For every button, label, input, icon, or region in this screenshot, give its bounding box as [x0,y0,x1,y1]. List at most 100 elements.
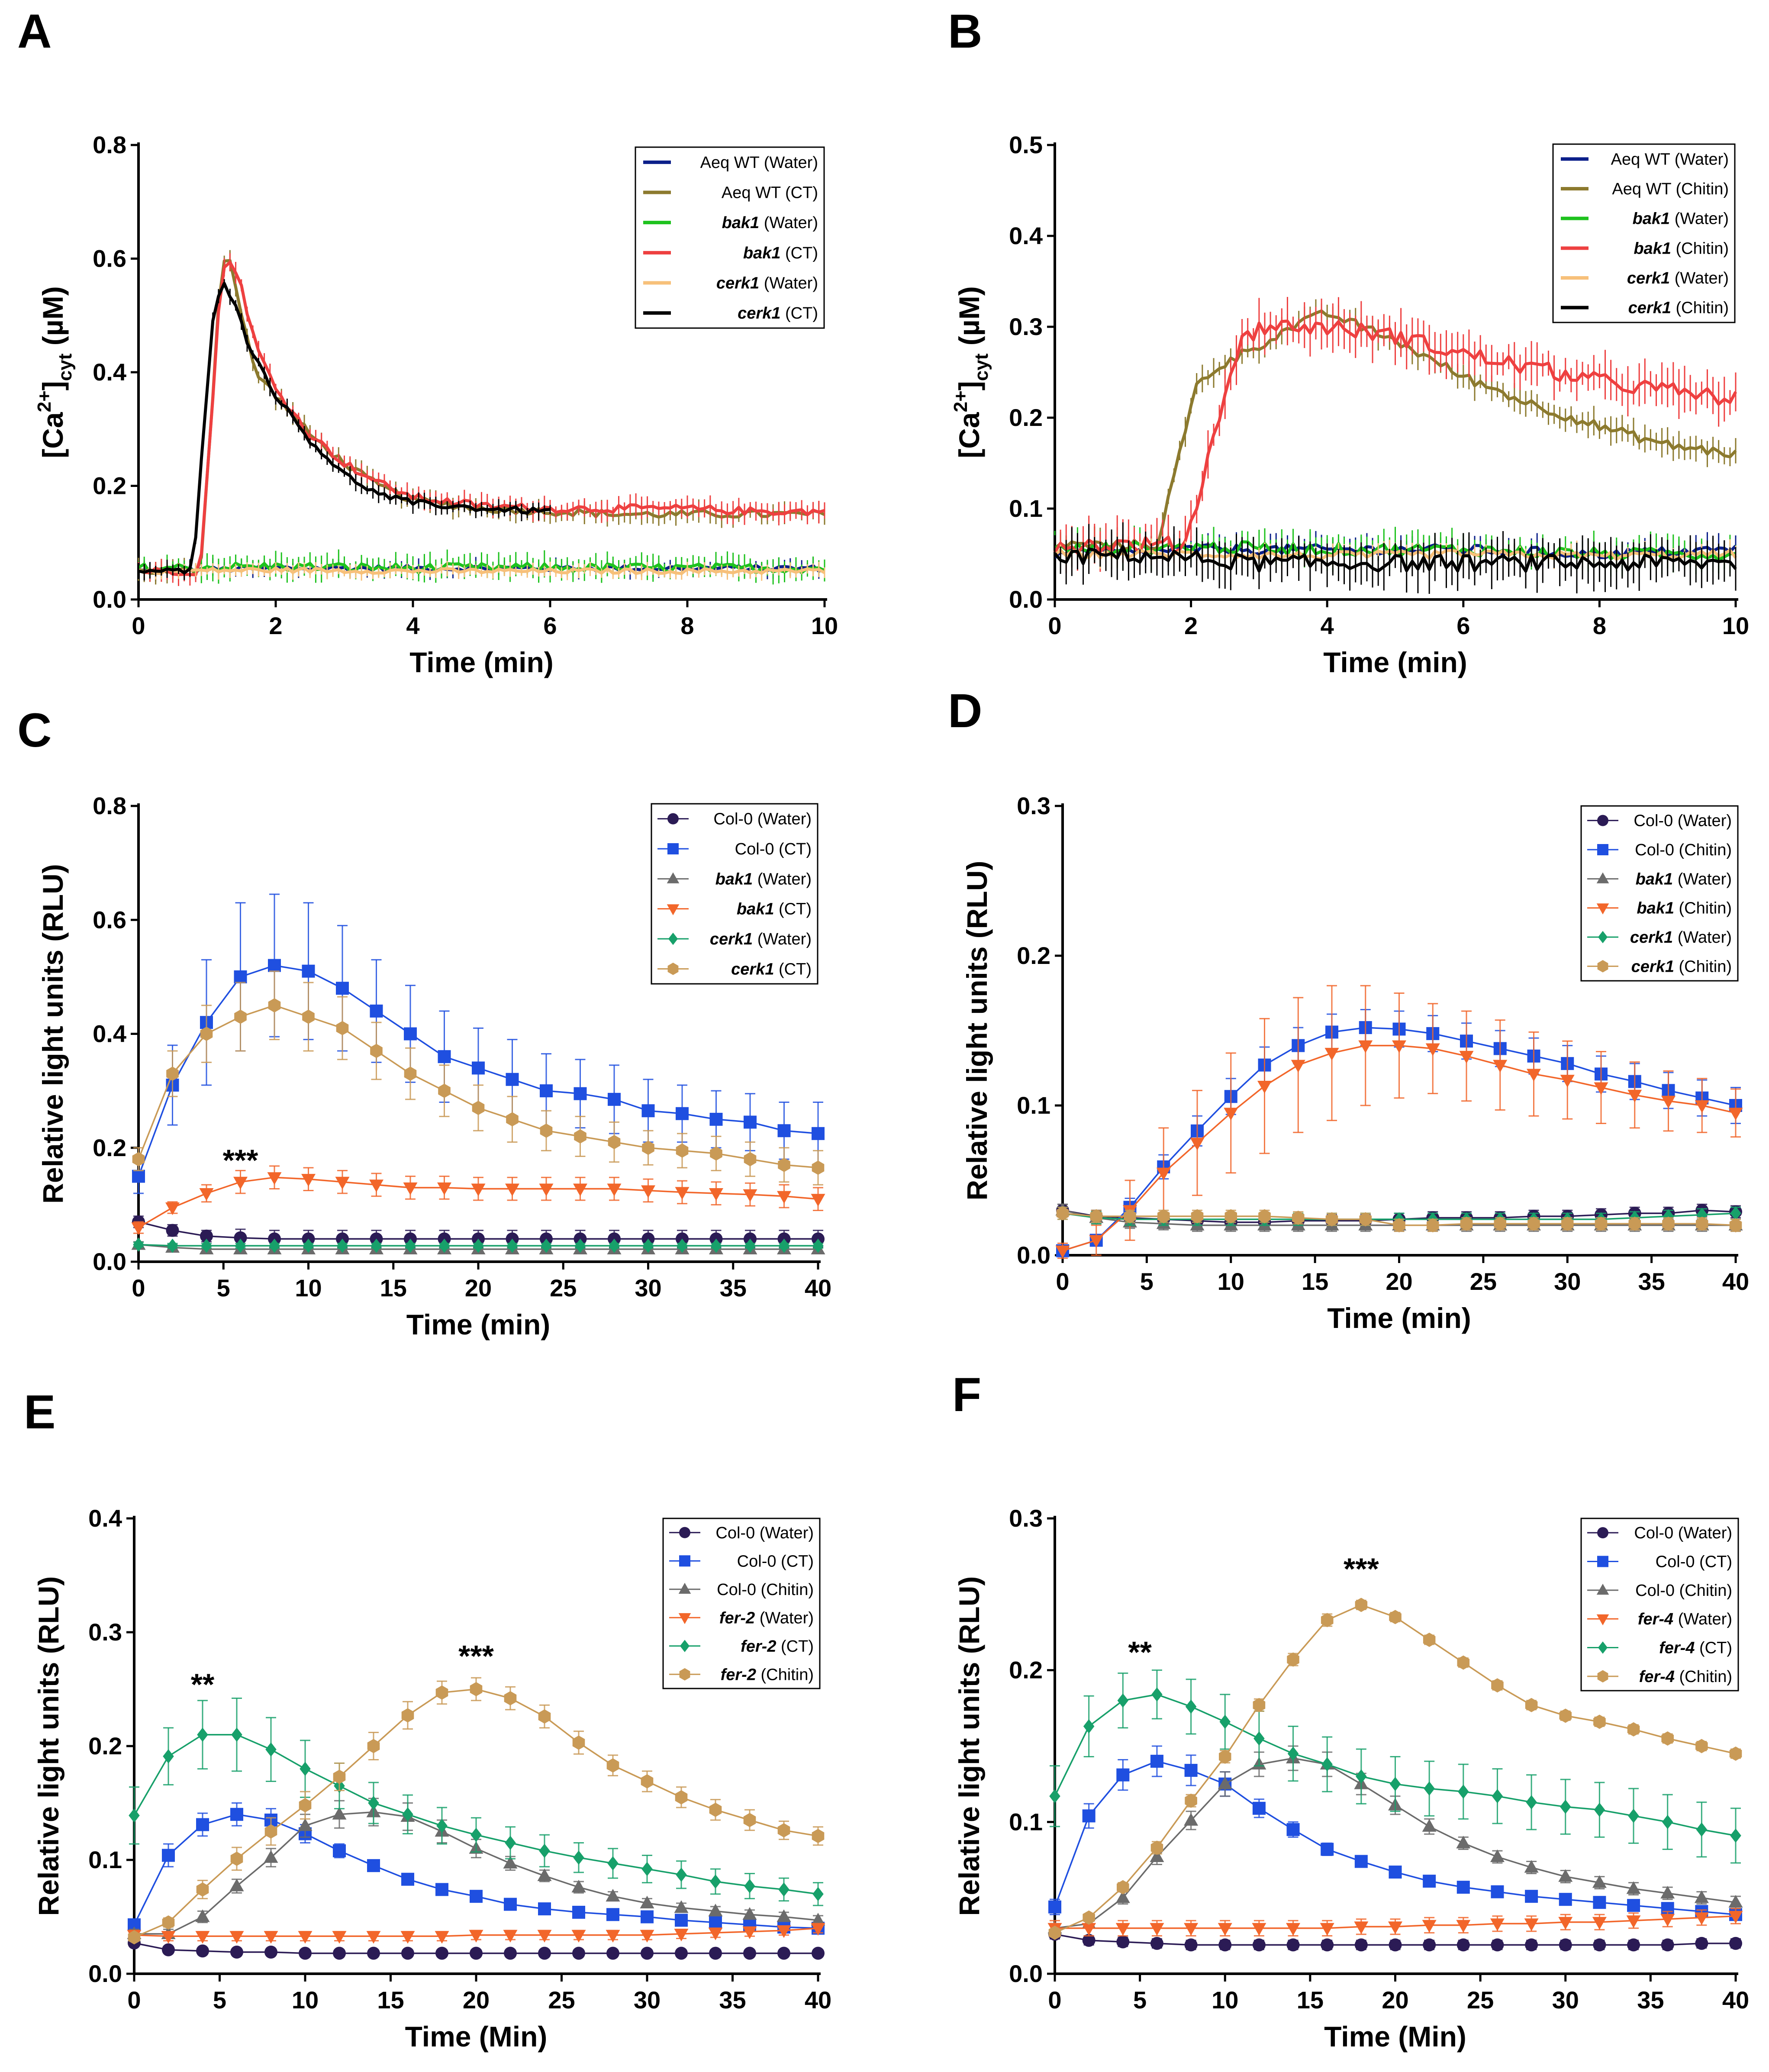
legend-label: fer-2 (Chitin) [721,1666,814,1684]
chart-a: 0.0 0.2 0.4 0.6 0.8 0 2 4 6 8 10 Time (min) [Ca2+]cy… [34,131,838,678]
data-point [641,1946,654,1960]
y-tick-label: 0.4 [88,1505,122,1532]
legend-label: Col-0 (CT) [735,840,812,858]
panel-letter-a: A [17,5,52,58]
data-point [674,1928,689,1942]
data-point [298,1931,313,1944]
data-point [607,1183,622,1196]
legend-label: Col-0 (Water) [713,810,812,828]
data-point [403,1182,418,1196]
legend-label: Col-0 (CT) [737,1552,814,1570]
y-axis-label: [Ca2+]cyt (µM) [34,286,76,458]
x-tick-label: 8 [1593,612,1606,639]
data-point [1049,1789,1060,1804]
y-tick-label: 0.0 [93,1248,126,1275]
panel-letter-c: C [17,704,52,757]
data-point [1389,1610,1402,1624]
data-point [1559,1938,1572,1952]
legend-item: cerk1 (Water) [1587,928,1732,947]
series-cerk1-chitin [1054,522,1737,594]
data-point [1593,1896,1606,1909]
legend-marker [679,1527,690,1538]
data-point [743,1946,756,1960]
x-tick-label: 5 [217,1274,230,1302]
data-point [641,1185,655,1198]
y-axis-label-part: ] [37,381,69,390]
data-point [676,1867,687,1882]
legend-label: Aeq WT (Chitin) [1612,180,1729,198]
legend-label-italic: cerk1 [738,304,780,322]
data-point [1055,1245,1070,1258]
data-point [1253,1698,1266,1712]
x-tick-label: 15 [380,1274,407,1302]
data-point [199,1188,214,1201]
data-point [298,1818,313,1831]
data-point [200,1229,213,1243]
legend-label-italic: fer-4 [1639,1668,1675,1686]
y-tick-label: 0.4 [93,1020,126,1047]
data-point [742,1926,757,1939]
legend-marker [679,1555,690,1567]
data-point [777,1925,791,1938]
y-tick-label: 0.1 [1017,1092,1050,1119]
data-point [742,1907,757,1920]
data-point [1321,1757,1333,1772]
y-tick-label: 0.1 [1009,1808,1043,1835]
data-point [606,1946,619,1960]
legend-item: fer-4 (CT) [1587,1639,1732,1657]
data-point [435,1946,448,1960]
data-point [1354,1938,1368,1952]
data-point [133,1237,144,1252]
legend-label: fer-2 (Water) [719,1609,814,1627]
data-point [1218,1923,1232,1936]
legend-label-text: (Chitin) [756,1666,814,1684]
legend-item: fer-4 (Chitin) [1587,1668,1732,1686]
y-tick-label: 0.8 [93,792,126,819]
data-point [641,1774,654,1788]
legend-label-italic: fer-4 [1638,1610,1673,1628]
x-axis-label: Time (Min) [1324,2020,1466,2053]
legend-marker [1596,1583,1609,1595]
data-point [230,1808,243,1821]
data-point [1460,1216,1473,1231]
data-point [401,1708,414,1723]
data-point [642,1141,654,1155]
data-point [264,1850,278,1863]
data-point [1191,1209,1204,1224]
legend-item: Col-0 (Water) [1587,812,1732,830]
significance-label: *** [223,1143,258,1177]
legend-label: fer-4 (Chitin) [1639,1668,1732,1686]
data-point [437,1182,451,1196]
chart-c: 0.0 0.2 0.4 0.6 0.8 0 5 10 15 20 25 30 35 40 Time (min… [37,792,831,1341]
legend-label-text: (Water) [1673,1610,1732,1628]
data-point [1662,1216,1675,1231]
data-point [1627,1899,1640,1912]
data-point [369,1179,383,1192]
x-tick-label: 10 [1212,1986,1238,2014]
data-point [608,1135,621,1150]
data-point [506,1238,518,1253]
data-point [1150,1937,1163,1950]
data-point [1525,1938,1538,1952]
data-point [571,1879,586,1893]
data-point [1252,1801,1266,1815]
data-point [537,1868,552,1881]
x-tick-label: 30 [1554,1268,1581,1295]
significance-label: ** [1128,1635,1152,1669]
legend-item: cerk1 (Water) [643,274,818,293]
data-point [438,1238,450,1253]
data-point [402,1807,413,1822]
data-point [1427,1218,1439,1233]
data-point [1356,1769,1367,1784]
data-point [1090,1209,1102,1224]
data-point [1661,1731,1674,1746]
data-point [606,1888,620,1902]
data-point [1524,1860,1539,1873]
data-point [1253,1731,1265,1746]
data-point [470,1682,483,1696]
data-point [167,1238,178,1253]
x-tick-label: 0 [132,612,145,639]
data-point [1424,1781,1435,1796]
legend-item: Aeq WT (Water) [1561,150,1729,168]
data-point [1457,1655,1470,1670]
